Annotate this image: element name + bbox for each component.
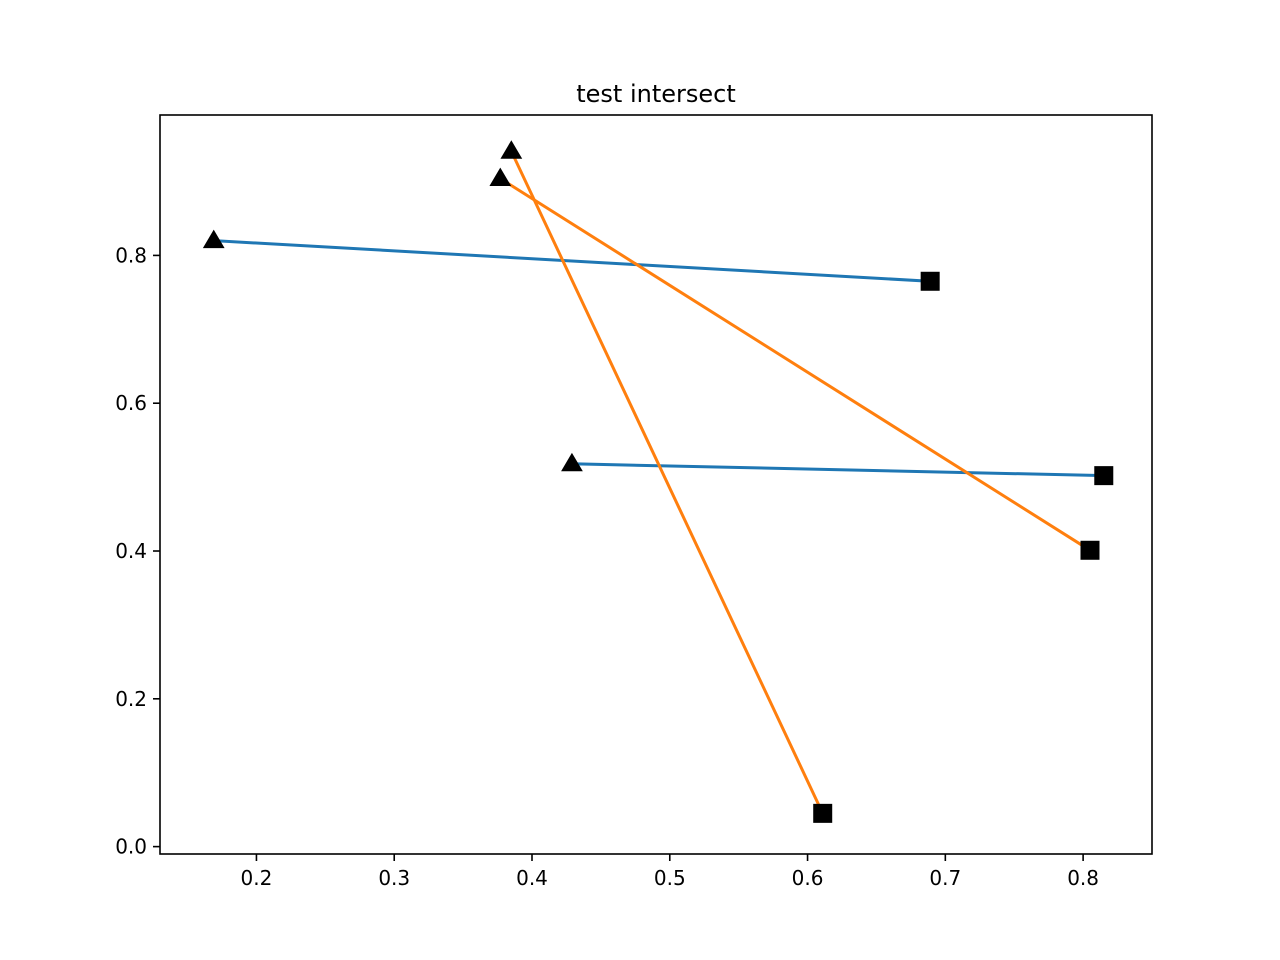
start-marker-triangle [500, 140, 523, 159]
x-tick-label: 0.8 [1067, 866, 1099, 890]
start-marker-triangle [489, 167, 512, 187]
end-marker-square [1094, 466, 1114, 486]
y-tick-label: 0.6 [115, 391, 147, 415]
x-tick-label: 0.2 [241, 866, 273, 890]
x-tick-label: 0.5 [654, 866, 686, 890]
series-1-segment-1 [498, 176, 1093, 553]
x-axis: 0.2 0.3 0.4 0.5 0.6 0.7 0.8 [241, 854, 1099, 890]
series-0-segment-0 [212, 239, 932, 283]
end-marker-square [920, 271, 940, 291]
end-marker-square [813, 803, 833, 823]
marker-layer [202, 140, 1114, 823]
x-tick-label: 0.3 [378, 866, 410, 890]
start-marker-triangle [202, 229, 225, 249]
y-tick-label: 0.0 [115, 835, 147, 859]
x-tick-label: 0.6 [792, 866, 824, 890]
x-tick-label: 0.4 [516, 866, 548, 890]
start-marker-triangle [561, 452, 583, 472]
y-tick-label: 0.4 [115, 539, 147, 563]
y-axis: 0.0 0.2 0.4 0.6 0.8 [115, 243, 160, 859]
y-tick-label: 0.8 [115, 243, 147, 267]
end-marker-square [1080, 540, 1100, 560]
x-tick-label: 0.7 [929, 866, 961, 890]
series-layer [212, 149, 1106, 816]
y-tick-label: 0.2 [115, 687, 147, 711]
series-1-segment-0 [509, 149, 825, 816]
chart-title: test intersect [576, 80, 736, 108]
plot-frame [159, 114, 1153, 855]
